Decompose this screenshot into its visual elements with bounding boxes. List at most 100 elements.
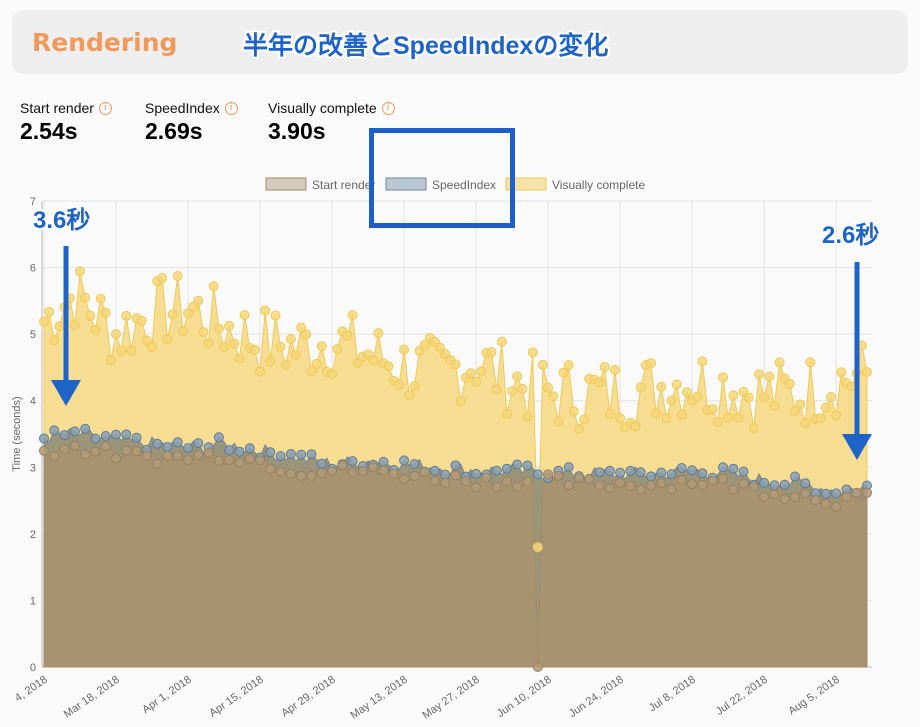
start-render-point xyxy=(676,474,687,485)
start-render-point xyxy=(49,451,60,462)
visually-complete-point xyxy=(280,359,291,370)
visually-complete-point xyxy=(707,404,718,415)
speedindex-point xyxy=(532,469,543,480)
visually-complete-point xyxy=(718,372,728,383)
visually-complete-point xyxy=(270,310,281,321)
visually-complete-point xyxy=(111,329,121,340)
visually-complete-point xyxy=(646,358,656,369)
start-render-point xyxy=(615,478,626,488)
visually-complete-point xyxy=(234,353,245,364)
start-render-point xyxy=(399,474,410,485)
annotation-arrow-right-head xyxy=(842,434,872,460)
speedindex-point xyxy=(491,465,502,476)
visually-complete-point xyxy=(352,358,363,369)
start-render-point xyxy=(100,441,111,452)
legend-label: Start render xyxy=(312,178,375,192)
visually-complete-point xyxy=(774,357,785,368)
start-render-point xyxy=(316,468,327,479)
start-render-point xyxy=(347,467,358,478)
visually-complete-point xyxy=(568,406,579,417)
header-bar: Rendering xyxy=(12,10,908,74)
legend-swatch xyxy=(505,177,547,191)
start-render-point xyxy=(563,480,574,491)
visually-complete-point xyxy=(465,368,476,379)
visually-complete-point xyxy=(532,542,543,553)
start-render-point xyxy=(285,468,296,479)
start-render-point xyxy=(409,471,420,481)
start-render-point xyxy=(543,469,554,480)
y-tick-label: 3 xyxy=(30,462,36,474)
start-render-point xyxy=(255,455,265,466)
visually-complete-point xyxy=(553,416,564,427)
start-render-point xyxy=(841,491,852,502)
speedindex-point xyxy=(697,468,708,479)
speedindex-point xyxy=(306,449,317,460)
start-render-point xyxy=(748,481,759,492)
visually-complete-point xyxy=(275,341,286,352)
speedindex-point xyxy=(121,429,132,440)
start-render-point xyxy=(687,479,698,490)
visually-complete-point xyxy=(831,410,842,421)
x-tick-label: Apr 1, 2018 xyxy=(140,674,193,716)
start-render-point xyxy=(574,473,584,483)
visually-complete-point xyxy=(743,392,754,403)
info-icon[interactable]: i xyxy=(224,101,238,115)
visually-complete-point xyxy=(656,381,667,392)
visually-complete-point xyxy=(136,315,147,326)
visually-complete-point xyxy=(790,406,800,417)
info-icon[interactable]: i xyxy=(98,101,112,115)
visually-complete-point xyxy=(265,356,276,367)
info-icon[interactable]: i xyxy=(381,101,395,115)
start-render-point xyxy=(635,484,646,495)
overlay-caption: 半年の改善とSpeedIndexの変化 xyxy=(243,32,609,60)
legend-label: Visually complete xyxy=(552,178,645,192)
visually-complete-point xyxy=(147,342,157,353)
start-render-point xyxy=(203,448,214,458)
speedindex-point xyxy=(738,466,749,477)
visually-complete-point xyxy=(450,359,461,370)
start-render-point xyxy=(121,445,132,456)
visually-complete-point xyxy=(491,384,502,395)
visually-complete-point xyxy=(75,266,85,277)
visually-complete-point xyxy=(548,391,559,402)
speedindex-point xyxy=(769,480,780,491)
speedindex-point xyxy=(656,467,667,478)
visually-complete-point xyxy=(327,368,337,379)
start-render-point xyxy=(604,483,615,494)
start-render-point xyxy=(234,457,245,468)
start-render-point xyxy=(131,446,142,457)
start-render-point xyxy=(810,495,821,505)
y-tick-label: 7 xyxy=(30,196,36,208)
speedindex-point xyxy=(162,442,173,452)
visually-complete-point xyxy=(393,379,404,390)
start-render-point xyxy=(141,450,152,461)
start-render-point xyxy=(728,484,739,495)
visually-complete-point xyxy=(712,417,723,427)
visually-complete-point xyxy=(404,390,415,401)
visually-complete-point xyxy=(862,367,872,377)
visually-complete-point xyxy=(574,423,584,434)
visually-complete-point xyxy=(296,322,307,333)
x-tick-label: Aug 5, 2018 xyxy=(786,674,841,718)
visually-complete-point xyxy=(733,412,744,423)
start-render-point xyxy=(337,460,348,471)
legend-label: SpeedIndex xyxy=(432,178,496,192)
visually-complete-point xyxy=(116,345,127,356)
start-render-point xyxy=(80,449,91,460)
start-render-point xyxy=(172,450,183,461)
speedindex-point xyxy=(347,456,358,467)
visually-complete-point xyxy=(90,325,101,335)
speedindex-point xyxy=(244,443,255,454)
visually-complete-point xyxy=(95,293,106,304)
start-render-point xyxy=(553,470,564,481)
visually-complete-point xyxy=(54,321,65,332)
speedindex-point xyxy=(450,460,461,471)
annotation-right: 2.6秒 xyxy=(822,222,880,249)
x-tick-label: May 27, 2018 xyxy=(420,674,481,722)
visually-complete-point xyxy=(399,344,410,355)
visually-complete-point xyxy=(306,366,317,377)
speedindex-point xyxy=(471,468,482,479)
metric-value: 3.90s xyxy=(268,118,326,144)
start-render-point xyxy=(738,478,749,489)
